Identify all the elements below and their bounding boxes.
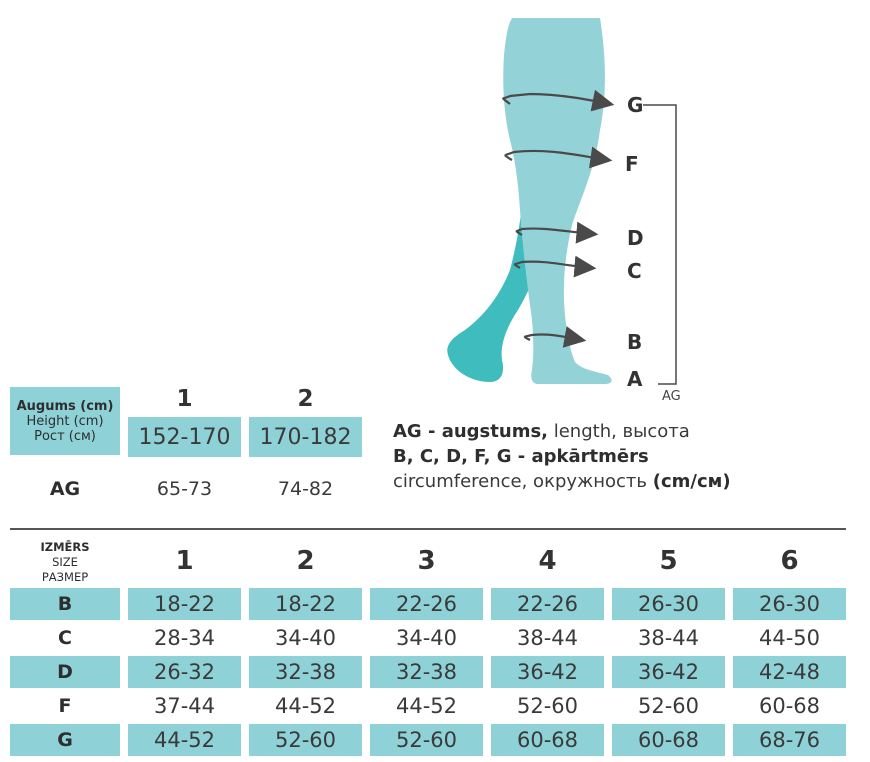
size-cell-d-1: 26-32 bbox=[128, 656, 241, 688]
size-cell-d-6: 42-48 bbox=[733, 656, 846, 688]
height-size-1: 1 bbox=[176, 386, 193, 412]
size-cell-g-5: 60-68 bbox=[612, 724, 725, 756]
size-cell-c-2: 34-40 bbox=[274, 626, 337, 650]
size-cell-b-3: 22-26 bbox=[370, 588, 483, 620]
size-cell-b-5: 26-30 bbox=[612, 588, 725, 620]
size-cell-c-1: 28-34 bbox=[153, 626, 216, 650]
measure-arrows bbox=[502, 89, 615, 348]
size-header-ru: РАЗМЕР bbox=[41, 569, 89, 584]
legend-ag-desc: length, высота bbox=[548, 421, 690, 442]
size-cell-f-3: 44-52 bbox=[395, 694, 458, 718]
size-cell-f-1: 37-44 bbox=[153, 694, 216, 718]
height-header-ru: Рост (см) bbox=[34, 428, 96, 444]
size-cell-d-5: 36-42 bbox=[612, 656, 725, 688]
label-d: D bbox=[627, 226, 644, 250]
size-cell-b-2: 18-22 bbox=[249, 588, 362, 620]
size-col-header-5: 5 bbox=[659, 546, 678, 576]
label-g: G bbox=[627, 93, 644, 117]
label-a: A bbox=[627, 367, 643, 391]
size-row-label-d: D bbox=[10, 656, 120, 688]
legend-ag-term: AG - augstums, bbox=[393, 421, 548, 442]
legend-circ-term: B, C, D, F, G - apkārtmērs bbox=[393, 446, 649, 467]
size-col-header-1: 1 bbox=[175, 546, 194, 576]
size-row-label-b: B bbox=[10, 588, 120, 620]
size-cell-f-5: 52-60 bbox=[637, 694, 700, 718]
size-row-label-g: G bbox=[10, 724, 120, 756]
size-cell-g-6: 68-76 bbox=[733, 724, 846, 756]
size-col-header-4: 4 bbox=[538, 546, 557, 576]
front-leg-shape bbox=[503, 18, 612, 384]
size-cell-g-3: 52-60 bbox=[370, 724, 483, 756]
size-cell-g-4: 60-68 bbox=[491, 724, 604, 756]
size-cell-g-1: 44-52 bbox=[128, 724, 241, 756]
label-b: B bbox=[627, 330, 643, 354]
size-cell-b-1: 18-22 bbox=[128, 588, 241, 620]
label-f: F bbox=[625, 152, 639, 176]
size-col-header-3: 3 bbox=[417, 546, 436, 576]
size-cell-f-2: 44-52 bbox=[274, 694, 337, 718]
height-value-2: 170-182 bbox=[249, 417, 362, 457]
label-c: C bbox=[627, 259, 642, 283]
size-cell-c-6: 44-50 bbox=[758, 626, 821, 650]
height-header-box: Augums (cm) Height (cm) Рост (см) bbox=[10, 387, 120, 455]
size-cell-b-4: 22-26 bbox=[491, 588, 604, 620]
bracket-label-ag: AG bbox=[662, 389, 681, 404]
height-header-lv: Augums (cm) bbox=[16, 398, 114, 414]
size-cell-f-4: 52-60 bbox=[516, 694, 579, 718]
height-value-1: 152-170 bbox=[128, 417, 241, 457]
size-cell-c-3: 34-40 bbox=[395, 626, 458, 650]
size-cell-d-3: 32-38 bbox=[370, 656, 483, 688]
leg-measurement-diagram bbox=[447, 18, 677, 385]
size-cell-d-4: 36-42 bbox=[491, 656, 604, 688]
size-cell-c-5: 38-44 bbox=[637, 626, 700, 650]
size-header-lv: IZMĒRS bbox=[40, 539, 90, 554]
legend-line-1: AG - augstums, length, высота bbox=[393, 421, 690, 442]
section-divider bbox=[10, 528, 846, 530]
size-cell-d-2: 32-38 bbox=[249, 656, 362, 688]
legend-unit: (cm/см) bbox=[652, 471, 731, 492]
ag-bracket bbox=[643, 104, 677, 385]
size-row-label-f: F bbox=[58, 695, 72, 717]
size-cell-g-2: 52-60 bbox=[249, 724, 362, 756]
ag-row-label: AG bbox=[49, 478, 81, 500]
size-cell-c-4: 38-44 bbox=[516, 626, 579, 650]
height-header-en: Height (cm) bbox=[26, 413, 104, 429]
legend-circ-desc: circumference, окружность bbox=[393, 471, 653, 492]
height-size-2: 2 bbox=[297, 386, 314, 412]
size-col-header-2: 2 bbox=[296, 546, 315, 576]
legend-line-3: circumference, окружность (cm/см) bbox=[393, 471, 731, 492]
size-row-label-c: C bbox=[58, 627, 72, 649]
size-cell-b-6: 26-30 bbox=[733, 588, 846, 620]
size-col-header-6: 6 bbox=[780, 546, 799, 576]
size-header-en: SIZE bbox=[52, 554, 78, 569]
size-header-label: IZMĒRS SIZE РАЗМЕР bbox=[10, 537, 120, 587]
legend-line-2: B, C, D, F, G - apkārtmērs bbox=[393, 446, 649, 467]
size-cell-f-6: 60-68 bbox=[758, 694, 821, 718]
ag-value-1: 65-73 bbox=[156, 478, 213, 500]
ag-value-2: 74-82 bbox=[277, 478, 334, 500]
